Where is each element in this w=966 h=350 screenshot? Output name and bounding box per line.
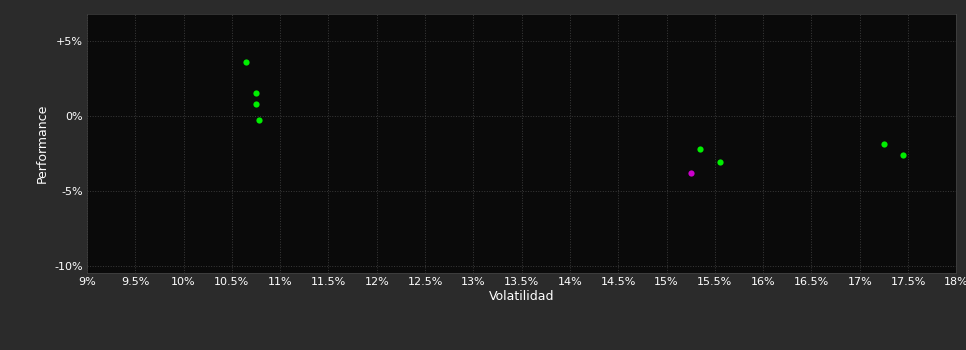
Point xyxy=(712,159,727,165)
Point xyxy=(239,59,254,65)
Point xyxy=(876,141,892,147)
Point xyxy=(895,152,911,158)
Point xyxy=(693,146,708,152)
Point xyxy=(251,118,267,123)
Point xyxy=(248,91,264,96)
X-axis label: Volatilidad: Volatilidad xyxy=(489,290,554,303)
Point xyxy=(248,101,264,107)
Y-axis label: Performance: Performance xyxy=(36,104,48,183)
Point xyxy=(683,170,698,175)
